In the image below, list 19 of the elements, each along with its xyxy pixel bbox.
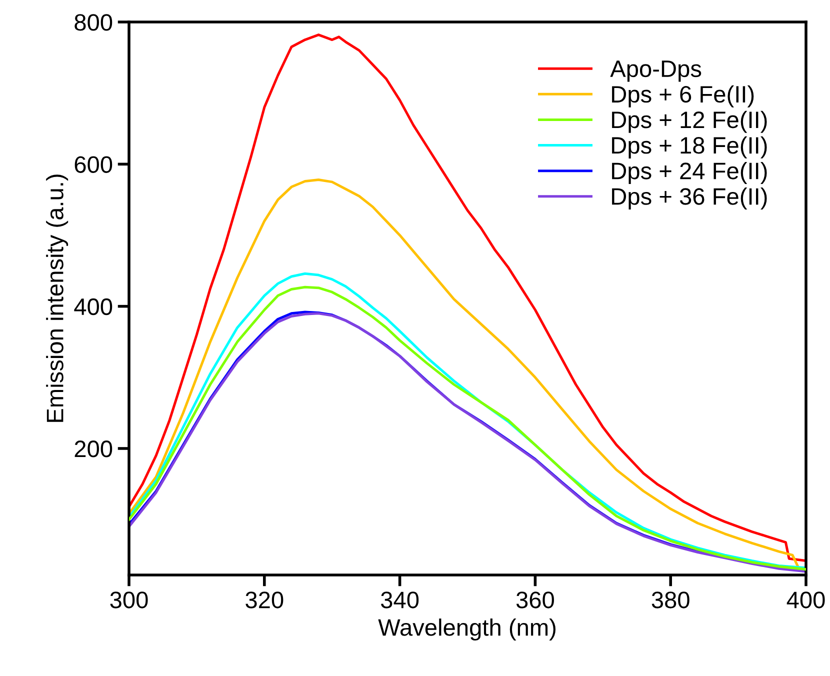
x-tick-label: 360 — [516, 592, 554, 608]
legend-label: Apo-Dps — [610, 60, 702, 82]
y-axis-title: Emission intensity (a.u.) — [46, 174, 68, 422]
x-tick-label: 400 — [786, 592, 825, 608]
legend-label: Dps + 36 Fe(II) — [612, 188, 767, 210]
y-tick-label: 800 — [74, 14, 112, 31]
legend-label: Dps + 6 Fe(II) — [612, 85, 754, 108]
x-tick-label: 340 — [381, 592, 419, 608]
x-tick-label: 300 — [110, 592, 148, 608]
y-tick-label: 400 — [74, 298, 112, 316]
legend-label: Dps + 24 Fe(II) — [612, 162, 767, 184]
x-tick-label: 380 — [652, 592, 690, 608]
line-series — [129, 34, 806, 562]
x-axis-title: Wavelength (nm) — [378, 618, 556, 641]
legend-label: Dps + 12 Fe(II) — [612, 110, 767, 133]
x-tick-label: 320 — [246, 592, 284, 608]
y-tick-label: 200 — [74, 440, 112, 458]
y-tick-label: 600 — [74, 156, 112, 173]
legend-label: Dps + 18 Fe(II) — [612, 136, 767, 158]
